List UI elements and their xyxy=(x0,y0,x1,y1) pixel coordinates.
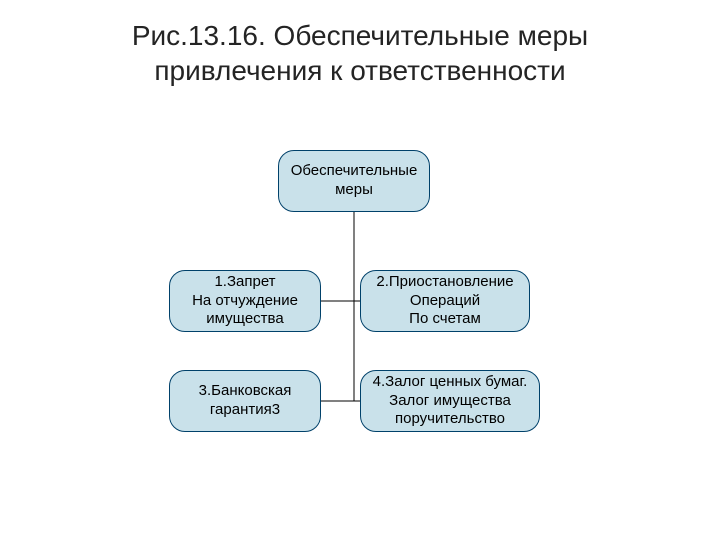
node-n2: 2.Приостановление Операций По счетам xyxy=(360,270,530,332)
node-n1: 1.Запрет На отчуждение имущества xyxy=(169,270,321,332)
slide-title: Рис.13.16. Обеспечительные меры привлече… xyxy=(0,18,720,88)
node-n3: 3.Банковская гарантия3 xyxy=(169,370,321,432)
node-root: Обеспечительные меры xyxy=(278,150,430,212)
slide: Рис.13.16. Обеспечительные меры привлече… xyxy=(0,0,720,540)
node-n4: 4.Залог ценных бумаг. Залог имущества по… xyxy=(360,370,540,432)
